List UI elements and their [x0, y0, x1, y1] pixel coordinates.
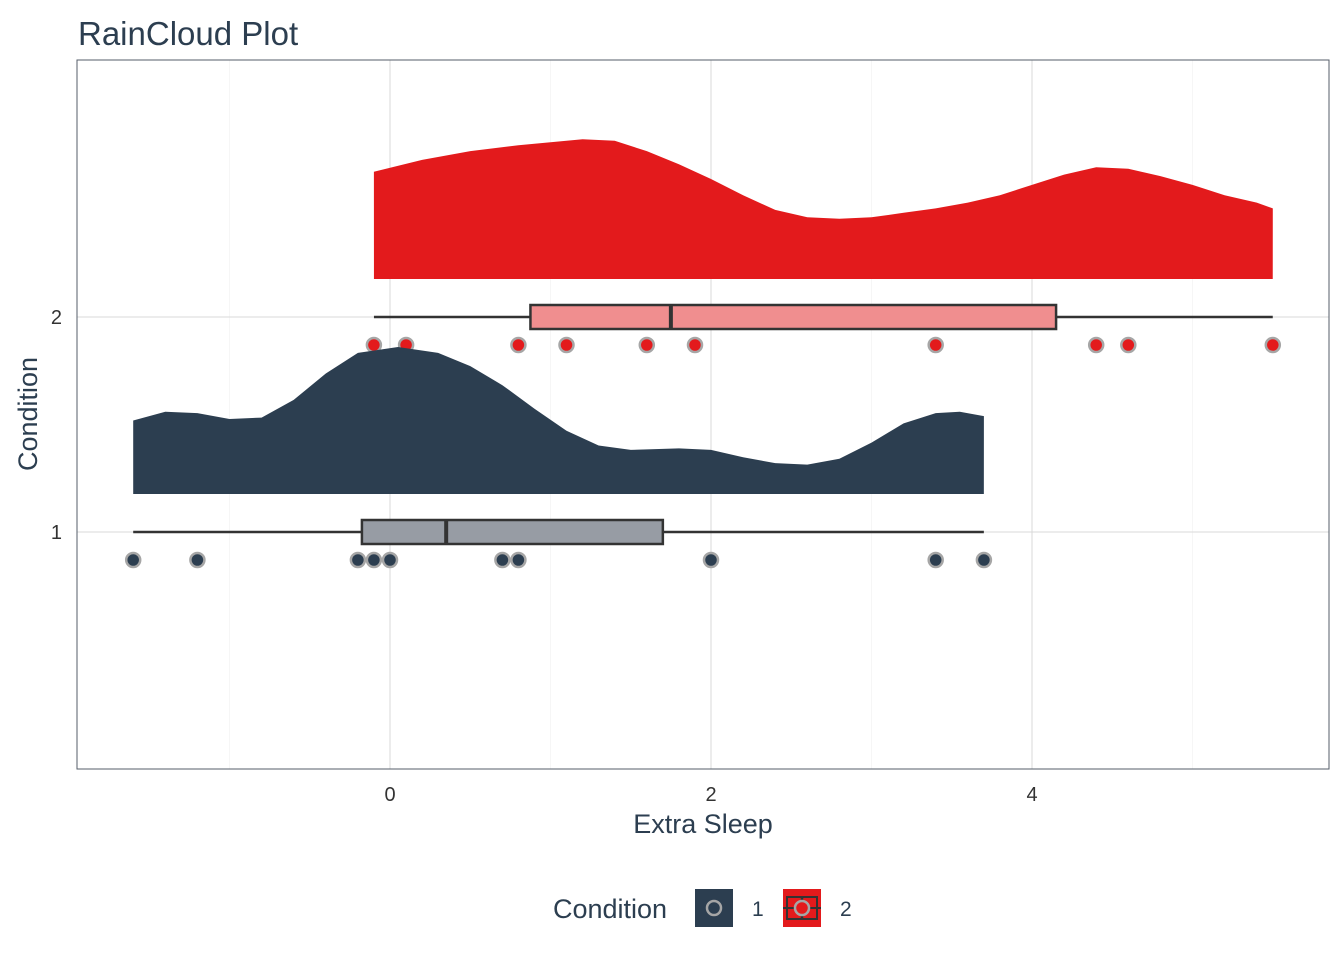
panel-frame — [76, 59, 1330, 770]
box-iqr — [529, 303, 1058, 331]
y-tick-label: 2 — [51, 307, 62, 329]
x-axis-ticks: 0 2 4 — [384, 784, 1037, 806]
rain-points-1 — [124, 551, 993, 569]
density-cloud-2 — [373, 139, 1273, 279]
plot-panel — [76, 59, 1330, 770]
series-layer — [124, 139, 1282, 569]
x-tick-label: 2 — [705, 784, 716, 806]
data-point — [1087, 336, 1105, 354]
boxplot-2 — [373, 303, 1273, 331]
chart-title: RainCloud Plot — [78, 15, 298, 52]
data-point — [927, 336, 944, 354]
x-tick-label: 4 — [1026, 784, 1037, 806]
data-point — [494, 551, 511, 569]
legend-entry-1: 1 — [695, 889, 764, 927]
data-point — [381, 551, 399, 569]
data-point — [349, 551, 367, 569]
data-point — [686, 336, 704, 354]
panel-border — [76, 59, 1330, 770]
data-point — [558, 336, 575, 354]
data-point — [189, 551, 206, 569]
rain-points-2 — [365, 336, 1282, 354]
legend-key-point — [793, 899, 811, 917]
legend-key-point — [705, 899, 723, 917]
data-point — [365, 551, 383, 569]
legend-label: 1 — [752, 898, 764, 921]
legend-label: 2 — [840, 898, 852, 921]
y-tick-label: 1 — [51, 522, 62, 544]
data-point — [1264, 336, 1282, 354]
data-point — [1120, 336, 1137, 354]
data-point — [975, 551, 993, 569]
data-point — [702, 551, 720, 569]
y-axis-ticks: 12 — [51, 307, 62, 544]
y-axis-label: Condition — [13, 357, 43, 471]
box-iqr — [360, 518, 665, 546]
data-point — [510, 551, 527, 569]
boxplot-1 — [133, 518, 984, 546]
data-point — [124, 551, 142, 569]
x-axis-label: Extra Sleep — [633, 809, 773, 839]
density-cloud-1 — [133, 347, 984, 494]
data-point — [927, 551, 944, 569]
x-tick-label: 0 — [384, 784, 395, 806]
legend-entry-2: 2 — [783, 889, 852, 927]
data-point — [510, 336, 527, 354]
legend-title: Condition — [553, 894, 667, 924]
data-point — [638, 336, 656, 354]
